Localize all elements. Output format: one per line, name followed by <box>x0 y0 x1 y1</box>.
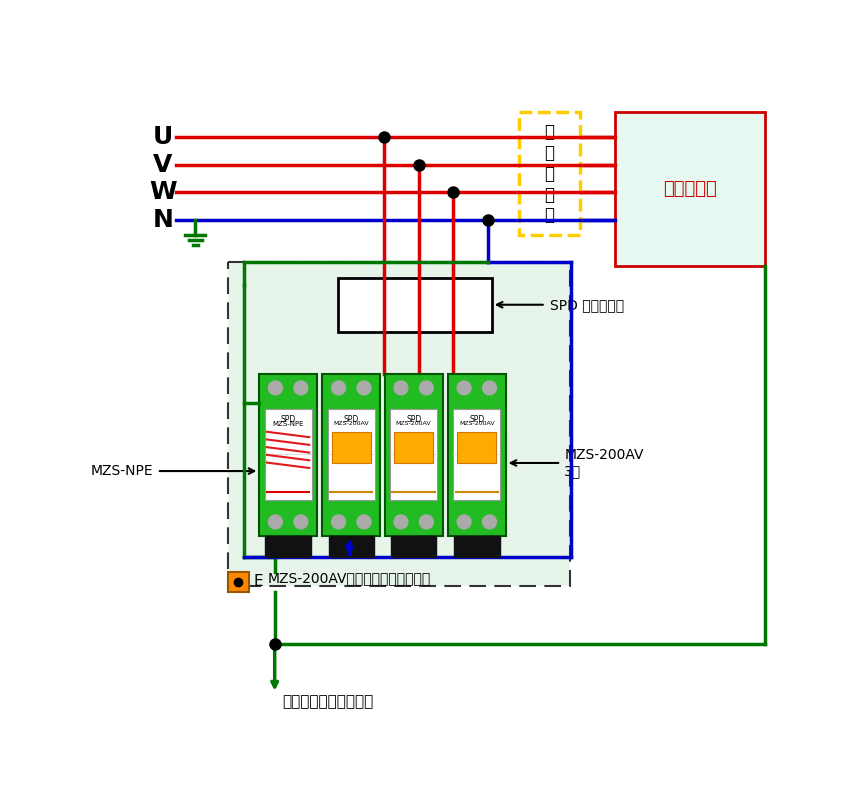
Text: N: N <box>153 208 174 232</box>
Bar <box>454 536 499 558</box>
Text: V: V <box>154 153 173 177</box>
Circle shape <box>483 381 496 395</box>
Bar <box>457 432 496 462</box>
Circle shape <box>457 515 471 529</box>
Text: W: W <box>149 180 177 204</box>
Text: SPD: SPD <box>280 415 296 424</box>
Bar <box>391 408 437 500</box>
Text: MZS-200AV: MZS-200AV <box>333 421 369 426</box>
Text: SPD: SPD <box>470 415 484 424</box>
Circle shape <box>394 515 408 529</box>
Circle shape <box>394 381 408 395</box>
Bar <box>265 408 312 500</box>
Circle shape <box>294 515 308 529</box>
Circle shape <box>332 515 345 529</box>
Bar <box>332 432 371 462</box>
Bar <box>227 262 570 586</box>
Text: MZS-200AV: MZS-200AV <box>396 421 431 426</box>
Bar <box>227 572 249 592</box>
Bar <box>519 112 581 236</box>
Circle shape <box>357 515 371 529</box>
Bar <box>391 536 437 558</box>
Text: MZS-200AV: MZS-200AV <box>459 421 495 426</box>
Text: MZS-NPE: MZS-NPE <box>273 421 304 427</box>
Bar <box>448 374 506 536</box>
Text: MZS-NPE: MZS-NPE <box>90 464 153 478</box>
Text: E: E <box>253 575 264 589</box>
Bar <box>266 536 311 558</box>
Text: 漏
電
遥
断
器: 漏 電 遥 断 器 <box>544 123 555 224</box>
Text: MZS-200AV
3つ: MZS-200AV 3つ <box>564 448 644 478</box>
Text: U: U <box>153 125 173 148</box>
Text: ボンディング用バーへ: ボンディング用バーへ <box>282 694 373 709</box>
Circle shape <box>332 381 345 395</box>
Circle shape <box>268 381 282 395</box>
Circle shape <box>357 381 371 395</box>
Bar <box>328 408 375 500</box>
Circle shape <box>483 515 496 529</box>
Bar <box>260 374 317 536</box>
Circle shape <box>419 381 433 395</box>
Bar <box>338 278 492 332</box>
Circle shape <box>294 381 308 395</box>
Text: SPD: SPD <box>344 415 359 424</box>
Circle shape <box>419 515 433 529</box>
Circle shape <box>457 381 471 395</box>
Text: MZS-200AV用ショートバー（２）: MZS-200AV用ショートバー（２） <box>267 571 431 585</box>
Bar <box>615 112 766 266</box>
Text: 被保護機器: 被保護機器 <box>663 180 717 199</box>
Text: SPD 外部分離器: SPD 外部分離器 <box>549 298 624 312</box>
Bar <box>329 536 374 558</box>
Circle shape <box>268 515 282 529</box>
Bar <box>453 408 500 500</box>
Bar <box>322 374 380 536</box>
Bar <box>394 432 433 462</box>
Bar <box>385 374 443 536</box>
Text: SPD: SPD <box>406 415 421 424</box>
